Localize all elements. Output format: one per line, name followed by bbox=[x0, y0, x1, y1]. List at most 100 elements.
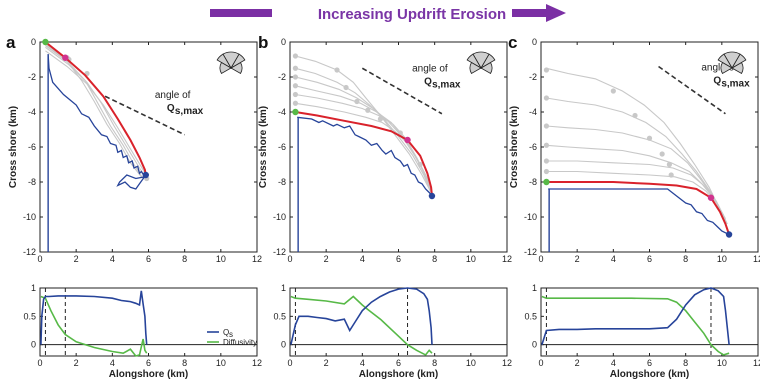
panel-b-letter: b bbox=[258, 33, 268, 52]
panel-c-rose-wedge-4 bbox=[717, 53, 734, 70]
legend-qs-label: Q bbox=[223, 328, 229, 337]
legend-diff-label: Diffusivity bbox=[223, 338, 257, 347]
panel-b-past-shoreline-1 bbox=[295, 67, 432, 193]
panel-b-past-point-11 bbox=[397, 130, 403, 136]
panel-c-lower-xtick-label-4: 8 bbox=[683, 358, 688, 368]
panel-c-annotation-line1: angle of bbox=[701, 62, 737, 73]
panel-c-past-point-10 bbox=[666, 161, 672, 168]
panel-b-ytick-label-5: -10 bbox=[273, 212, 286, 222]
panel-c-lower-ytick-label-0: 0 bbox=[532, 340, 537, 350]
panel-c-lower-ytick-label-2: 1 bbox=[532, 283, 537, 293]
panel-c-plot: angle of Q s,max bbox=[543, 62, 750, 252]
panel-c-lower-series-qs bbox=[541, 287, 730, 345]
panel-c-mid-point bbox=[707, 194, 715, 201]
panel-b-lower-xtick-label-6: 12 bbox=[502, 358, 512, 368]
panel-b-xtick-label-4: 8 bbox=[432, 254, 437, 264]
panel-c-angle-line bbox=[658, 65, 726, 115]
panel-b-current-shoreline bbox=[295, 111, 433, 197]
panel-a-past-shoreline-1 bbox=[45, 46, 148, 179]
panel-c-xtick-label-1: 2 bbox=[575, 254, 580, 264]
panel-a-coast-outline bbox=[47, 54, 147, 190]
panel-a-xtick-label-4: 8 bbox=[182, 254, 187, 264]
panel-a-ytick-label-6: -12 bbox=[23, 247, 36, 257]
panel-b-ytick-label-0: 0 bbox=[281, 37, 286, 47]
header-arrow-right-bar bbox=[512, 9, 548, 17]
panel-b-lower-frame bbox=[289, 287, 508, 357]
panel-a-current-shoreline bbox=[44, 41, 147, 176]
panel-a-plot: angle of Q s,max bbox=[42, 38, 204, 252]
panel-c-past-point-4 bbox=[543, 158, 550, 164]
legend-qs-sub: s bbox=[229, 330, 233, 339]
panel-c-coast-outline bbox=[548, 188, 730, 236]
panel-a-past-shoreline-0 bbox=[45, 50, 149, 179]
panel-b-lower-series-qs bbox=[290, 287, 433, 345]
panel-c-lower-xlabel: Alongshore (km) bbox=[610, 369, 689, 380]
panel-b-past-point-4 bbox=[292, 91, 299, 98]
panel-c-xtick-label-2: 4 bbox=[611, 254, 616, 264]
panel-b-start-point bbox=[292, 108, 299, 116]
panel-c-ytick-label-2: -4 bbox=[529, 107, 537, 117]
panel-b-lower-series-diffusivity bbox=[290, 295, 433, 356]
panel-c-lower-xtick-label-0: 0 bbox=[538, 358, 543, 368]
panel-c-past-shoreline-2 bbox=[546, 125, 725, 218]
panel-c-letter: c bbox=[508, 33, 517, 52]
panel-c-past-point-6 bbox=[610, 88, 616, 94]
panel-c-xtick-label-5: 10 bbox=[717, 254, 727, 264]
panel-c-lower-xtick-label-1: 2 bbox=[575, 358, 580, 368]
panel-c-lower-xtick-label-6: 12 bbox=[753, 358, 760, 368]
panel-a-lower-series-qs bbox=[40, 290, 148, 345]
panel-b-annotation-sub: s,max bbox=[432, 80, 461, 91]
panel-c-xtick-label-4: 8 bbox=[683, 254, 688, 264]
panel-a-axes: 0 2 4 6 8 10 12 0 -2 -4 -6 -8 -10 -12 Cross shore (km) bbox=[8, 37, 262, 264]
panel-a-lower-ytick-label-0: 0 bbox=[31, 340, 36, 350]
panel-c-axes: 0 2 4 6 8 10 12 0 -2 -4 -6 -8 -10 -12 Cross shore (km) bbox=[509, 37, 760, 264]
panel-b-lower-ytick-label-0: 0 bbox=[281, 340, 286, 350]
panel-b-past-point-2 bbox=[292, 74, 299, 80]
panel-b-lower-xtick-label-4: 8 bbox=[432, 358, 437, 368]
panel-a-lower-xlabel: Alongshore (km) bbox=[109, 369, 188, 380]
panel-a-rose-wedge-4 bbox=[216, 53, 233, 70]
panel-b-xtick-label-2: 4 bbox=[360, 254, 365, 264]
panel-c-past-shoreline-1 bbox=[546, 97, 725, 216]
panel-c-end-point bbox=[725, 231, 733, 238]
panel-b-past-point-7 bbox=[343, 84, 349, 91]
header: Increasing Updrift Erosion bbox=[210, 4, 566, 23]
panel-c-past-point-7 bbox=[632, 112, 638, 119]
panel-a-start-point bbox=[42, 38, 49, 46]
panel-a-lower-xtick-label-2: 4 bbox=[110, 358, 115, 368]
panel-a-ylabel: Cross shore (km) bbox=[8, 106, 19, 188]
panel-a-annotation-line2: Q bbox=[167, 103, 175, 114]
panel-c-past-point-0 bbox=[543, 67, 550, 73]
panel-a-letter: a bbox=[6, 33, 16, 52]
panel-b-mid-point bbox=[404, 136, 411, 144]
panel-c-lower-xtick-label-5: 10 bbox=[717, 358, 727, 368]
panel-b-xtick-label-1: 2 bbox=[324, 254, 329, 264]
panel-b-xtick-label-5: 10 bbox=[466, 254, 476, 264]
panel-c-xtick-label-6: 12 bbox=[753, 254, 760, 264]
panel-b-past-point-12 bbox=[417, 161, 423, 168]
panel-c-past-point-2 bbox=[543, 123, 550, 129]
panel-b-xtick-label-0: 0 bbox=[287, 254, 292, 264]
panel-a-ytick-label-2: -4 bbox=[28, 107, 36, 117]
panel-c-past-shoreline-0 bbox=[546, 67, 723, 214]
panel-b-end-point bbox=[428, 192, 436, 200]
panel-a-annotation-line1: angle of bbox=[155, 90, 191, 101]
panel-a-xtick-label-1: 2 bbox=[74, 254, 79, 264]
panel-b-lower-xtick-label-5: 10 bbox=[466, 358, 476, 368]
panel-c-rose-wedge-5 bbox=[720, 61, 733, 75]
panel-b-ylabel: Cross shore (km) bbox=[258, 106, 269, 188]
panel-a-lower-xtick-label-0: 0 bbox=[37, 358, 42, 368]
panel-a-ytick-label-4: -8 bbox=[28, 177, 36, 187]
panel-b-lower-xtick-label-3: 6 bbox=[396, 358, 401, 368]
panel-a-xtick-label-6: 12 bbox=[252, 254, 262, 264]
panel-b-past-point-9 bbox=[365, 107, 371, 113]
panel-b-xtick-label-3: 6 bbox=[396, 254, 401, 264]
panel-b-ytick-label-1: -2 bbox=[278, 72, 286, 82]
panel-a-ytick-label-3: -6 bbox=[28, 142, 36, 152]
panel-c-lower-xtick-label-2: 4 bbox=[611, 358, 616, 368]
panel-a-angle-line bbox=[104, 95, 186, 136]
panel-c-past-point-1 bbox=[543, 95, 550, 101]
panel-c-lower-series-diffusivity bbox=[541, 295, 730, 356]
panel-b-lower-xtick-label-2: 4 bbox=[360, 358, 365, 368]
